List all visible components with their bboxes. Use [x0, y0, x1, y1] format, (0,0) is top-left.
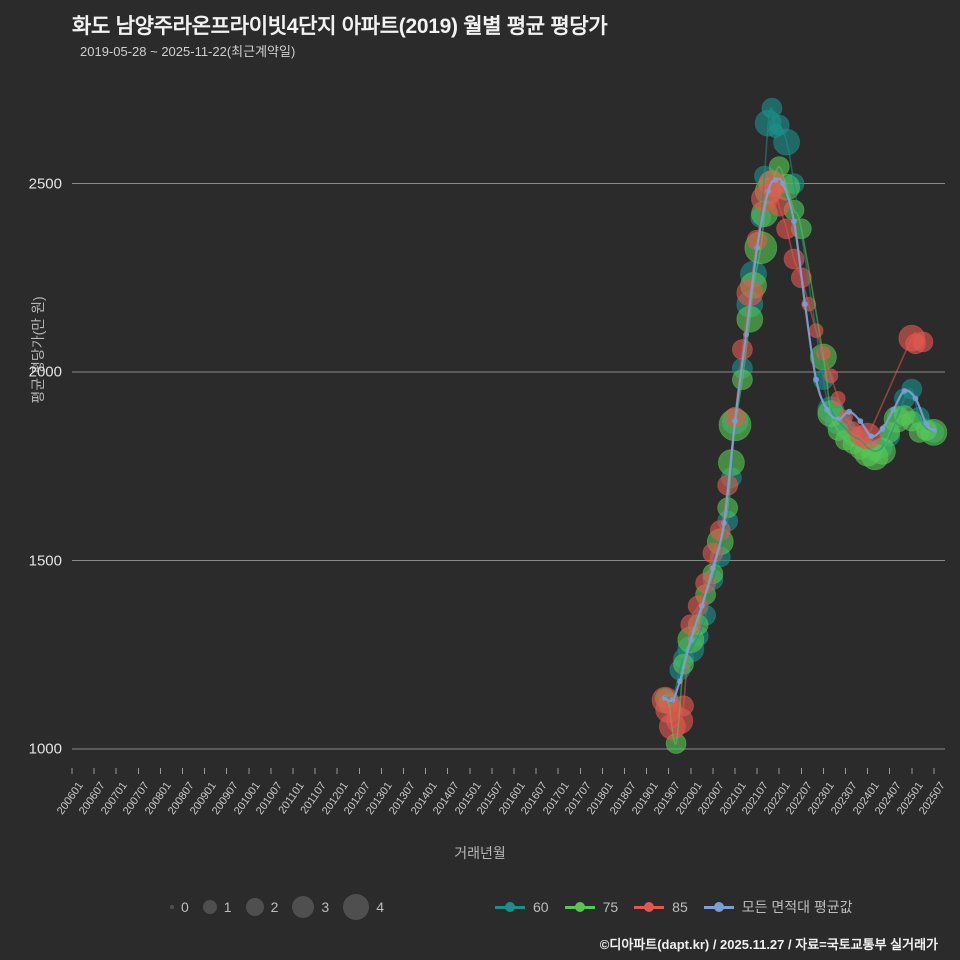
- y-tick-label: 1500: [28, 552, 62, 570]
- legend-size-label: 2: [270, 899, 279, 915]
- legend-line-marker-icon: [703, 902, 734, 912]
- legend-bubble-icon: [170, 905, 174, 909]
- x-axis-label: 거래년월: [454, 845, 506, 861]
- footer-credit: ©디아파트(dapt.kr) / 2025.11.27 / 자료=국토교통부 실…: [599, 937, 938, 952]
- legend-series-label: 75: [602, 899, 619, 915]
- legend-size-label: 0: [181, 899, 189, 915]
- y-tick-label: 1000: [28, 740, 62, 758]
- legend-size-label: 1: [223, 899, 232, 915]
- y-tick-label: 2000: [28, 363, 62, 381]
- legend-line-marker-icon: [495, 902, 525, 912]
- legend-size-item: 0: [170, 899, 203, 915]
- legend-series-item-75[interactable]: 75: [564, 899, 619, 915]
- legend-size-item: 3: [292, 896, 343, 918]
- legend-size-label: 3: [321, 899, 330, 915]
- series-line-60: [664, 107, 935, 704]
- y-tick-label: 2500: [28, 175, 62, 193]
- page-title: 화도 남양주라온프라이빗4단지 아파트(2019) 월별 평균 평당가: [72, 15, 608, 38]
- legend-size-item: 2: [245, 898, 293, 916]
- legend-bubble-icon: [202, 900, 217, 914]
- legend-bubble-icon: [292, 896, 315, 918]
- legend-bubble-size: 0 1 2 3 4: [170, 893, 398, 921]
- legend-series-label: 모든 면적대 평균값: [741, 899, 853, 915]
- chart-subtitle: 2019-05-28 ~ 2025-11-22(최근계약일): [80, 44, 296, 59]
- legend-size-item: 4: [343, 894, 398, 920]
- legend-series-item-85[interactable]: 85: [634, 899, 688, 915]
- legend-bubble-icon: [245, 898, 264, 916]
- legend-series-item-모든 면적대 평균값[interactable]: 모든 면적대 평균값: [703, 897, 853, 917]
- series-line-모든 면적대 평균값: [664, 177, 935, 703]
- legend-series: 60 75 85 모든 면적대 평균값: [495, 893, 869, 921]
- legend-bubble-icon: [343, 894, 370, 920]
- legend-line-marker-icon: [564, 902, 595, 912]
- legend-line-marker-icon: [634, 902, 665, 912]
- legend-series-label: 60: [533, 899, 549, 915]
- series-line-85: [664, 182, 924, 728]
- legend-size-item: 1: [202, 899, 246, 915]
- legend-series-label: 85: [672, 899, 688, 915]
- legend-series-item-60[interactable]: 60: [495, 899, 549, 915]
- legend-size-label: 4: [376, 899, 384, 915]
